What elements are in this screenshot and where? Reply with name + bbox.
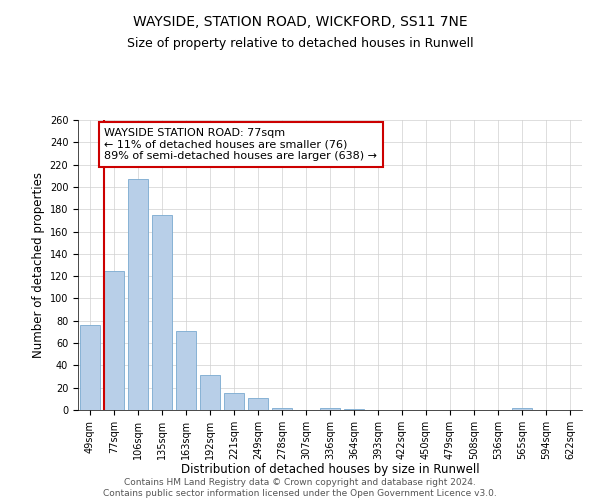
- Bar: [224, 394, 244, 410]
- X-axis label: Distribution of detached houses by size in Runwell: Distribution of detached houses by size …: [181, 464, 479, 476]
- Text: Size of property relative to detached houses in Runwell: Size of property relative to detached ho…: [127, 38, 473, 51]
- Bar: [152, 215, 172, 410]
- Text: WAYSIDE, STATION ROAD, WICKFORD, SS11 7NE: WAYSIDE, STATION ROAD, WICKFORD, SS11 7N…: [133, 15, 467, 29]
- Bar: [104, 270, 124, 410]
- Bar: [512, 408, 532, 410]
- Text: WAYSIDE STATION ROAD: 77sqm
← 11% of detached houses are smaller (76)
89% of sem: WAYSIDE STATION ROAD: 77sqm ← 11% of det…: [104, 128, 377, 161]
- Bar: [344, 409, 364, 410]
- Bar: [200, 376, 220, 410]
- Bar: [128, 179, 148, 410]
- Bar: [320, 408, 340, 410]
- Bar: [248, 398, 268, 410]
- Bar: [80, 325, 100, 410]
- Y-axis label: Number of detached properties: Number of detached properties: [32, 172, 46, 358]
- Bar: [176, 331, 196, 410]
- Text: Contains HM Land Registry data © Crown copyright and database right 2024.
Contai: Contains HM Land Registry data © Crown c…: [103, 478, 497, 498]
- Bar: [272, 408, 292, 410]
